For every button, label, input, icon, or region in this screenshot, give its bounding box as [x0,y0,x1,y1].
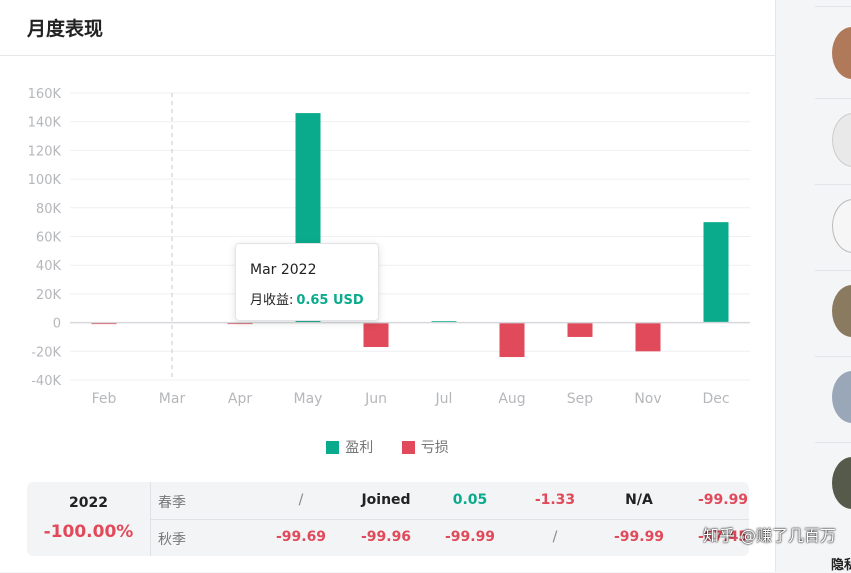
y-tick-label: -40K [31,374,61,389]
season-cell: 0.05 [452,492,488,508]
season-cell: / [298,492,304,508]
sidebar-divider [815,442,851,443]
season-cell: -99.96 [360,529,412,545]
season-label: 秋季 [158,532,186,548]
legend-item-profit[interactable]: 盈利 [326,437,373,457]
season-cell: -99.99 [697,492,749,508]
bar-dec [703,222,729,323]
y-tick-label: 100K [28,173,62,188]
sidebar-divider [815,98,851,99]
legend-swatch-profit [326,440,340,454]
watermark: 知乎 @赚了几百万 [703,526,837,545]
season-cell: -99.99 [444,529,496,545]
year-return: -100.00% [43,522,134,542]
avatar[interactable] [832,457,851,509]
season-cell: / [552,529,558,545]
bar-jun [363,322,389,347]
y-tick-label: 20K [36,288,62,303]
monthly-performance-card: 月度表现 160K 140K 120K 100K 80K 60K 40K 20K 0 -20K -4… [0,0,776,572]
season-cell: -99.99 [613,529,665,545]
x-tick-label: Jul [435,391,453,407]
card-header: 月度表现 [0,0,775,56]
right-sidebar [815,0,851,572]
bar-sep [567,322,593,337]
y-tick-label: 40K [36,259,62,274]
season-label: 春季 [158,495,186,511]
x-tick-label: Mar [159,391,186,407]
y-tick-label: -20K [31,345,61,360]
year-cell: 2022 -100.00% [27,482,151,556]
tooltip-value: 0.65 USD [296,293,364,308]
avatar[interactable] [832,199,851,253]
y-tick-label: 120K [28,144,62,159]
legend-swatch-loss [401,440,415,454]
season-row-autumn: 秋季 -99.69 -99.96 -99.99 / -99.99 -67.45 [151,519,749,556]
season-row-spring: 春季 / Joined 0.05 -1.33 N/A -99.99 [151,482,749,520]
avatar[interactable] [832,27,851,79]
avatar[interactable] [832,285,851,337]
y-tick-label: 60K [36,231,62,246]
x-tick-label: Jun [364,391,387,407]
legend-label-loss: 亏损 [420,440,449,456]
x-tick-label: Aug [498,391,525,407]
year-label: 2022 [69,495,108,511]
card-title: 月度表现 [27,18,104,40]
avatar[interactable] [832,113,851,167]
avatar[interactable] [832,371,851,423]
season-cell: -99.69 [275,529,327,545]
tooltip-label: 月收益: [250,293,294,308]
sidebar-divider [815,184,851,185]
sidebar-divider [815,270,851,271]
x-tick-label: Feb [92,391,117,407]
tooltip-title: Mar 2022 [250,262,317,278]
sidebar-divider [815,356,851,357]
season-cell: Joined [361,492,411,508]
season-cell: -1.33 [534,492,576,508]
y-tick-label: 80K [36,202,62,217]
season-cell: N/A [625,492,653,508]
x-tick-label: Dec [702,391,729,407]
bar-nov [635,322,661,352]
y-tick-label: 160K [28,87,62,102]
x-tick-label: Apr [228,391,252,407]
sidebar-divider [815,6,851,7]
legend-label-profit: 盈利 [345,440,374,456]
chart-tooltip: Mar 2022 月收益: 0.65 USD [235,243,379,321]
season-cell: -67.45 [697,529,749,545]
bar-aug [499,322,525,358]
x-tick-label: Nov [634,391,661,407]
chart-legend: 盈利 亏损 [0,437,775,458]
x-tick-label: Sep [567,391,594,407]
x-tick-label: May [294,391,323,407]
y-tick-label: 140K [28,116,62,131]
privacy-link[interactable]: 隐私 [831,558,851,573]
monthly-bar-chart[interactable]: 160K 140K 120K 100K 80K 60K 40K 20K 0 -20K -40K Feb… [0,60,775,420]
season-returns-table: 2022 -100.00% 春季 / Joined 0.05 -1.33 N/A… [27,482,749,556]
tooltip-row: 月收益: 0.65 USD [250,289,364,308]
y-tick-label: 0 [53,317,61,332]
legend-item-loss[interactable]: 亏损 [401,437,449,457]
